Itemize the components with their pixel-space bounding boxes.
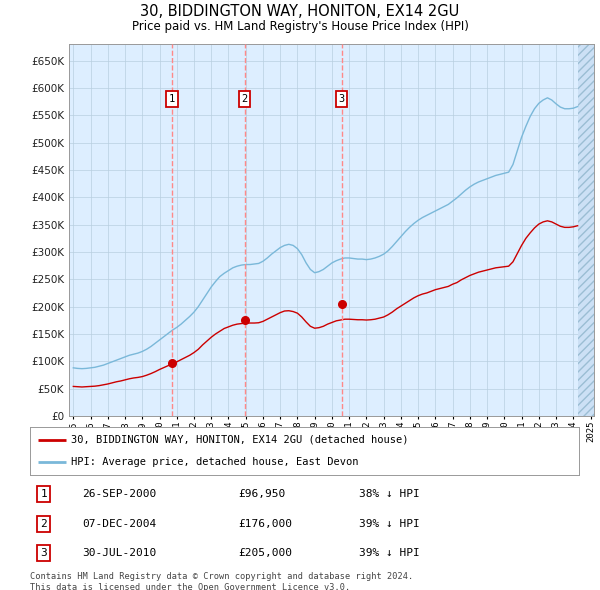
Text: 39% ↓ HPI: 39% ↓ HPI xyxy=(359,548,420,558)
Text: 07-DEC-2004: 07-DEC-2004 xyxy=(82,519,157,529)
Text: 2: 2 xyxy=(40,519,47,529)
Text: £96,950: £96,950 xyxy=(239,489,286,499)
Text: 30, BIDDINGTON WAY, HONITON, EX14 2GU (detached house): 30, BIDDINGTON WAY, HONITON, EX14 2GU (d… xyxy=(71,435,409,445)
Text: 39% ↓ HPI: 39% ↓ HPI xyxy=(359,519,420,529)
Text: 1: 1 xyxy=(169,94,175,104)
Text: Contains HM Land Registry data © Crown copyright and database right 2024.
This d: Contains HM Land Registry data © Crown c… xyxy=(30,572,413,590)
Text: 1: 1 xyxy=(40,489,47,499)
Text: 30, BIDDINGTON WAY, HONITON, EX14 2GU: 30, BIDDINGTON WAY, HONITON, EX14 2GU xyxy=(140,4,460,19)
Text: 3: 3 xyxy=(40,548,47,558)
Text: 38% ↓ HPI: 38% ↓ HPI xyxy=(359,489,420,499)
Text: Price paid vs. HM Land Registry's House Price Index (HPI): Price paid vs. HM Land Registry's House … xyxy=(131,20,469,33)
Text: £176,000: £176,000 xyxy=(239,519,293,529)
Text: 30-JUL-2010: 30-JUL-2010 xyxy=(82,548,157,558)
Text: 26-SEP-2000: 26-SEP-2000 xyxy=(82,489,157,499)
Text: HPI: Average price, detached house, East Devon: HPI: Average price, detached house, East… xyxy=(71,457,359,467)
Text: 2: 2 xyxy=(241,94,248,104)
Text: £205,000: £205,000 xyxy=(239,548,293,558)
Text: 3: 3 xyxy=(338,94,345,104)
